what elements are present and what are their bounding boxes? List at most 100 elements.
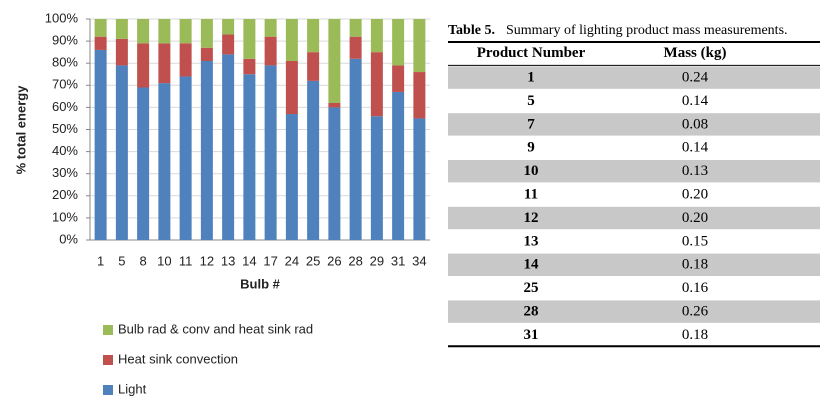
bar-segment xyxy=(94,36,107,50)
table-caption: Summary of lighting product mass measure… xyxy=(506,23,788,38)
legend-label: Light xyxy=(118,381,147,396)
table: Table 5. Summary of lighting product mas… xyxy=(448,23,820,348)
bar-segment xyxy=(307,19,320,53)
bar-segment xyxy=(328,102,341,108)
x-tick-label: 26 xyxy=(327,253,341,268)
table-cell: 0.16 xyxy=(682,280,709,296)
bar-segment xyxy=(285,114,298,240)
x-axis-title: Bulb # xyxy=(240,276,280,291)
y-tick-label: 0% xyxy=(59,231,78,246)
x-tick-label: 29 xyxy=(370,253,384,268)
bar-segment xyxy=(158,83,171,240)
table-caption-label: Table 5. xyxy=(448,23,495,38)
row-shade xyxy=(448,300,820,323)
bar-segment xyxy=(115,38,128,66)
table-cell: 0.20 xyxy=(682,210,708,226)
table-cell: 0.18 xyxy=(682,327,708,343)
x-tick-label: 31 xyxy=(391,253,405,268)
table-cell: 0.14 xyxy=(682,93,709,109)
bar-segment xyxy=(307,80,320,240)
table-cell: 9 xyxy=(527,140,535,156)
table-cell: 1 xyxy=(527,70,535,86)
bar-segment xyxy=(222,34,235,55)
table-cell: 0.15 xyxy=(682,233,708,249)
legend-swatch xyxy=(103,325,113,335)
bar-segment xyxy=(370,116,383,240)
table-cell: 5 xyxy=(527,93,535,109)
bar-segment xyxy=(158,43,171,84)
table-cell: 10 xyxy=(524,163,539,179)
y-tick-label: 90% xyxy=(52,33,78,48)
bar-segment xyxy=(179,76,192,241)
table-cell: 0.13 xyxy=(682,163,708,179)
x-tick-label: 34 xyxy=(412,253,426,268)
bar-segment xyxy=(243,19,256,59)
bar-segment xyxy=(137,87,150,240)
x-tick-label: 12 xyxy=(200,253,214,268)
x-tick-label: 1 xyxy=(97,253,104,268)
bar-segment xyxy=(349,19,362,37)
bar-segment xyxy=(328,19,341,103)
x-tick-label: 5 xyxy=(118,253,125,268)
x-tick-label: 13 xyxy=(221,253,235,268)
bar-segment xyxy=(200,47,213,61)
bar-segment xyxy=(264,19,277,37)
bar-segment xyxy=(200,19,213,48)
table-cell: 0.26 xyxy=(682,304,709,320)
y-tick-label: 80% xyxy=(52,55,78,70)
bar-segment xyxy=(370,19,383,53)
bar-segment xyxy=(285,19,298,61)
table-cell: 0.14 xyxy=(682,140,709,156)
row-shade xyxy=(448,113,820,136)
bar-segment xyxy=(413,118,426,240)
bar-segment xyxy=(179,43,192,77)
table-cell: 0.24 xyxy=(682,70,709,86)
x-tick-label: 8 xyxy=(140,253,147,268)
bar-segment xyxy=(349,58,362,240)
y-tick-label: 10% xyxy=(52,209,78,224)
table-cell: 31 xyxy=(524,327,539,343)
y-tick-label: 40% xyxy=(52,143,78,158)
table-header: Product Number xyxy=(477,45,586,61)
bar-segment xyxy=(264,36,277,66)
legend-swatch xyxy=(103,385,113,395)
y-tick-label: 50% xyxy=(52,121,78,136)
x-tick-label: 14 xyxy=(242,253,256,268)
bar-segment xyxy=(179,19,192,44)
bar-segment xyxy=(392,65,405,92)
y-axis-title: % total energy xyxy=(13,85,28,175)
bar-segment xyxy=(392,91,405,241)
y-tick-label: 60% xyxy=(52,99,78,114)
table-cell: 0.20 xyxy=(682,187,708,203)
bar-segment xyxy=(94,19,107,37)
x-tick-label: 28 xyxy=(348,253,362,268)
bar-segment xyxy=(307,52,320,81)
bar-segment xyxy=(222,54,235,240)
bar-segment xyxy=(243,74,256,240)
legend-label: Bulb rad & conv and heat sink rad xyxy=(118,321,313,336)
bar-segment xyxy=(222,19,235,35)
x-tick-label: 10 xyxy=(157,253,171,268)
x-tick-label: 11 xyxy=(179,253,193,268)
table-cell: 28 xyxy=(524,304,539,320)
bar-segment xyxy=(94,49,107,240)
bar-segment xyxy=(413,72,426,119)
bar-segment xyxy=(392,19,405,66)
row-shade xyxy=(448,206,820,230)
table-cell: 14 xyxy=(524,257,540,273)
legend-swatch xyxy=(103,355,113,365)
table-cell: 12 xyxy=(524,210,539,226)
bar-segment xyxy=(137,19,150,44)
bar-segment xyxy=(328,107,341,241)
y-tick-label: 20% xyxy=(52,187,78,202)
bar-segment xyxy=(349,36,362,59)
bar-segment xyxy=(200,60,213,240)
table-cell: 0.08 xyxy=(682,116,708,132)
row-shade xyxy=(448,160,820,183)
y-tick-label: 30% xyxy=(52,165,78,180)
table-cell: 25 xyxy=(524,280,539,296)
x-tick-label: 25 xyxy=(306,253,320,268)
table-cell: 0.18 xyxy=(682,257,708,273)
